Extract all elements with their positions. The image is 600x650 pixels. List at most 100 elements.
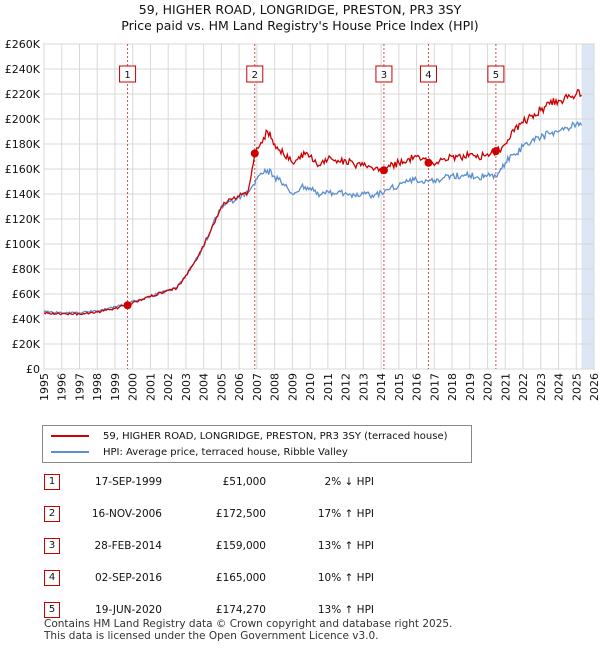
marker-label: 1 <box>119 65 137 83</box>
x-tick-label: 2016 <box>411 373 424 401</box>
legend-label-property: 59, HIGHER ROAD, LONGRIDGE, PRESTON, PR3… <box>103 430 448 442</box>
legend-item-property: 59, HIGHER ROAD, LONGRIDGE, PRESTON, PR3… <box>51 429 448 443</box>
y-tick-label: £80K <box>12 263 41 276</box>
x-tick-label: 2024 <box>553 373 566 401</box>
x-tick-label: 2018 <box>446 373 459 401</box>
x-tick-label: 1999 <box>109 373 122 401</box>
transaction-date: 17-SEP-1999 <box>94 476 162 488</box>
transaction-hpi: 13% ↑ HPI <box>317 604 374 616</box>
x-tick-label: 2008 <box>269 373 282 401</box>
transaction-price: £172,500 <box>215 508 266 520</box>
marker-number: 4 <box>425 70 431 81</box>
y-tick-label: £240K <box>5 63 41 76</box>
x-tick-label: 2013 <box>357 373 370 401</box>
x-tick-label: 2001 <box>144 373 157 401</box>
sale-point <box>379 166 388 175</box>
transaction-hpi: 17% ↑ HPI <box>317 508 374 520</box>
plot-area <box>43 43 595 370</box>
transaction-date: 02-SEP-2016 <box>94 572 162 584</box>
y-tick-label: £140K <box>5 188 41 201</box>
forecast-band <box>581 44 594 369</box>
y-tick-label: £220K <box>5 88 41 101</box>
transaction-date: 19-JUN-2020 <box>95 604 162 616</box>
marker-label: 3 <box>375 65 393 83</box>
marker-number: 1 <box>124 70 130 81</box>
legend-item-hpi: HPI: Average price, terraced house, Ribb… <box>51 445 348 459</box>
x-tick-label: 2017 <box>428 373 441 401</box>
sale-point <box>250 149 259 158</box>
marker-number: 3 <box>381 70 387 81</box>
table-row: 2 16-NOV-2006 £172,500 17% ↑ HPI <box>0 502 600 524</box>
transaction-number: 2 <box>44 506 60 522</box>
x-tick-label: 2005 <box>215 373 228 401</box>
y-tick-label: £20K <box>12 338 41 351</box>
transaction-price: £159,000 <box>215 540 266 552</box>
table-row: 1 17-SEP-1999 £51,000 2% ↓ HPI <box>0 470 600 492</box>
sale-point <box>424 158 433 167</box>
marker-box <box>487 65 505 83</box>
transaction-hpi: 10% ↑ HPI <box>317 572 374 584</box>
x-tick-label: 2006 <box>233 373 246 401</box>
marker-box <box>375 65 393 83</box>
transaction-number: 5 <box>44 602 60 618</box>
legend-swatch-property <box>51 435 89 437</box>
footer: Contains HM Land Registry data © Crown c… <box>44 618 452 642</box>
table-row: 3 28-FEB-2014 £159,000 13% ↑ HPI <box>0 534 600 556</box>
x-tick-label: 2022 <box>517 373 530 401</box>
x-tick-label: 2015 <box>393 373 406 401</box>
x-tick-label: 2026 <box>588 373 600 401</box>
x-tick-label: 2021 <box>499 373 512 401</box>
y-tick-label: £200K <box>5 113 41 126</box>
x-tick-label: 2012 <box>340 373 353 401</box>
transaction-date: 16-NOV-2006 <box>91 508 162 520</box>
x-tick-label: 2019 <box>464 373 477 401</box>
table-row: 5 19-JUN-2020 £174,270 13% ↑ HPI <box>0 598 600 620</box>
sale-point <box>491 147 500 156</box>
table-row: 4 02-SEP-2016 £165,000 10% ↑ HPI <box>0 566 600 588</box>
x-tick-label: 2002 <box>162 373 175 401</box>
legend-label-hpi: HPI: Average price, terraced house, Ribb… <box>103 446 348 458</box>
footer-license: This data is licensed under the Open Gov… <box>44 630 379 642</box>
footer-copyright: Contains HM Land Registry data © Crown c… <box>44 618 453 630</box>
transaction-number: 1 <box>44 474 60 490</box>
y-tick-label: £120K <box>5 213 41 226</box>
transaction-hpi: 13% ↑ HPI <box>317 540 374 552</box>
marker-label: 2 <box>246 65 264 83</box>
x-tick-label: 2003 <box>180 373 193 401</box>
transaction-date: 28-FEB-2014 <box>94 540 162 552</box>
transaction-number: 3 <box>44 538 60 554</box>
marker-label: 4 <box>419 65 437 83</box>
x-tick-label: 2014 <box>375 373 388 401</box>
y-tick-label: £160K <box>5 163 41 176</box>
marker-number: 5 <box>493 70 499 81</box>
x-tick-label: 1995 <box>38 373 51 401</box>
marker-number: 2 <box>252 70 258 81</box>
x-tick-label: 2009 <box>286 373 299 401</box>
x-tick-label: 2004 <box>198 373 211 401</box>
x-tick-label: 1997 <box>73 373 86 401</box>
marker-label: 5 <box>487 65 505 83</box>
legend: 59, HIGHER ROAD, LONGRIDGE, PRESTON, PR3… <box>42 425 472 463</box>
x-tick-label: 2020 <box>482 373 495 401</box>
y-tick-label: £180K <box>5 138 41 151</box>
chart-subtitle: Price paid vs. HM Land Registry's House … <box>121 18 479 33</box>
chart-title: 59, HIGHER ROAD, LONGRIDGE, PRESTON, PR3… <box>138 2 462 17</box>
transaction-price: £51,000 <box>222 476 266 488</box>
transaction-price: £165,000 <box>215 572 266 584</box>
price-chart: £0 £20K £40K £60K £80K £100K £120K £140K £160K £1… <box>5 38 600 401</box>
y-tick-label: £260K <box>5 38 41 51</box>
y-tick-label: £100K <box>5 238 41 251</box>
marker-box <box>419 65 437 83</box>
x-tick-label: 2010 <box>304 373 317 401</box>
y-tick-label: £40K <box>12 313 41 326</box>
x-tick-label: 1998 <box>91 373 104 401</box>
x-tick-label: 1996 <box>56 373 69 401</box>
x-tick-label: 2025 <box>570 373 583 401</box>
x-tick-label: 2011 <box>322 373 335 401</box>
series-line-hpi <box>43 120 583 315</box>
transaction-hpi: 2% ↓ HPI <box>324 476 374 488</box>
y-tick-label: £0 <box>26 363 40 376</box>
transaction-price: £174,270 <box>215 604 266 616</box>
marker-box <box>246 65 264 83</box>
transaction-number: 4 <box>44 570 60 586</box>
